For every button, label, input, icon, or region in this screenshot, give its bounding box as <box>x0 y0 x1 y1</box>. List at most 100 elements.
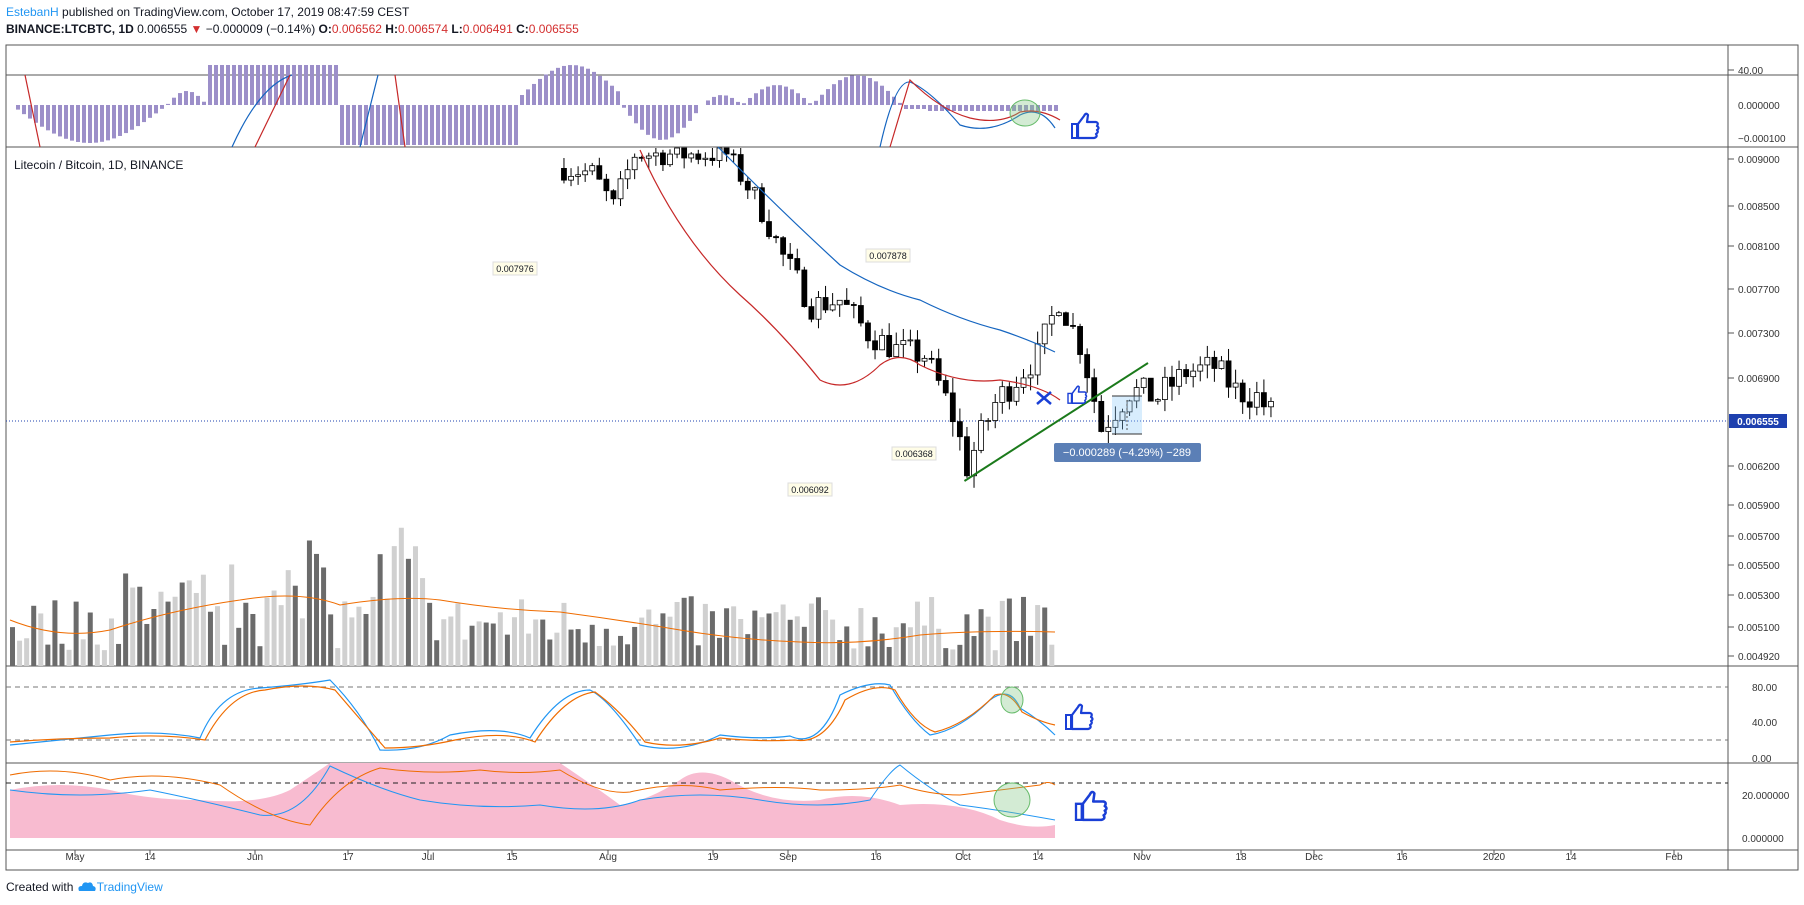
volume-bar <box>731 606 737 666</box>
tradingview-logo[interactable]: TradingView <box>77 880 163 894</box>
candle-body <box>1041 323 1048 345</box>
volume-bar <box>356 606 362 666</box>
volume-bar <box>483 622 489 666</box>
macd-histogram-bar <box>1048 105 1052 111</box>
time-tick-label: 2020 <box>1483 852 1506 863</box>
macd-histogram-bar <box>658 105 662 140</box>
volume-bar <box>236 627 242 666</box>
ema-fast-line <box>639 149 1061 401</box>
candle-body <box>1147 377 1154 402</box>
volume-bar <box>929 597 935 666</box>
thumbs-up-icon-cuff <box>1071 123 1078 139</box>
volume-bar <box>738 619 744 666</box>
volume-bar <box>349 617 355 666</box>
price-annotation-bg <box>865 248 911 263</box>
macd-histogram-bar <box>508 105 512 145</box>
thumbs-up-icon-hand <box>1076 112 1100 140</box>
macd-histogram-bar <box>64 105 68 139</box>
volume-bar <box>561 602 567 666</box>
macd-histogram-bar <box>322 65 326 105</box>
volume-bar <box>957 644 963 666</box>
stoch-k-line <box>9 679 1056 751</box>
macd-histogram-bar <box>178 93 182 105</box>
tradingview-brand: TradingView <box>96 880 163 894</box>
volume-bar <box>745 634 751 666</box>
volume-bar <box>59 643 65 666</box>
candle-body <box>1197 364 1204 372</box>
time-tick-label: Nov <box>1133 852 1151 863</box>
candle-body <box>1098 400 1105 432</box>
candle-body <box>1006 386 1013 402</box>
macd-histogram-bar <box>808 103 812 105</box>
macd-histogram-bar <box>988 105 992 111</box>
adx-pane <box>6 763 1728 838</box>
macd-histogram-bar <box>802 97 806 105</box>
volume-bar <box>285 570 291 666</box>
ohlc-line: BINANCE:LTCBTC, 1D 0.006555 ▼ −0.000009 … <box>6 21 579 38</box>
candle-body <box>1176 369 1182 387</box>
macd-histogram-bar <box>736 101 740 105</box>
volume-bar <box>646 609 652 666</box>
volume-bar <box>667 616 673 666</box>
volume-bar <box>123 573 129 666</box>
author-link[interactable]: EstebanH <box>6 5 59 19</box>
macd-histogram-bar <box>598 75 602 105</box>
volume-bar <box>24 638 30 666</box>
time-tick-label: Sep <box>779 852 797 863</box>
macd-histogram-bar <box>172 97 176 105</box>
macd-histogram-bar <box>130 105 134 130</box>
stoch-tick-label: 80.00 <box>1752 683 1777 694</box>
volume-bar <box>384 598 390 666</box>
macd-histogram-bar <box>952 105 956 111</box>
volume-bar <box>420 578 426 666</box>
volume-bar <box>101 650 107 666</box>
candle-body <box>1126 400 1133 413</box>
macd-histogram-bar <box>622 105 626 108</box>
chart-border <box>5 44 1799 871</box>
macd-histogram-bar <box>394 105 398 145</box>
candle-body <box>914 339 921 362</box>
volume-bar <box>964 614 970 666</box>
volume-bar <box>38 613 44 666</box>
macd-histogram-bar <box>496 105 500 145</box>
symbol-label[interactable]: BINANCE:LTCBTC, 1D <box>6 22 134 36</box>
price-annotation-bg <box>492 261 538 276</box>
volume-bar <box>702 603 708 666</box>
macd-histogram-bar <box>754 93 758 105</box>
thumbs-up-icon-cuff <box>1074 802 1083 822</box>
trendline <box>963 362 1149 482</box>
time-tick-label: 14 <box>1032 852 1044 863</box>
last-price: 0.006555 <box>137 22 188 36</box>
thumbs-up-icon-cuff <box>1067 392 1073 404</box>
volume-bar <box>504 634 510 666</box>
candle-body <box>999 386 1006 403</box>
candle-body <box>992 402 999 421</box>
volume-bar <box>872 617 878 666</box>
macd-histogram-bar <box>280 65 284 105</box>
macd-histogram-bar <box>910 105 914 109</box>
volume-bar <box>837 640 843 666</box>
price-annotation-bg <box>891 446 937 461</box>
macd-tick-label: 40.00 <box>1738 66 1763 77</box>
volume-bar <box>900 623 906 666</box>
macd-line <box>359 74 379 148</box>
volume-bar <box>596 645 602 666</box>
volume-bar <box>533 619 539 666</box>
volume-bar <box>179 582 185 666</box>
candle-body <box>1063 312 1069 326</box>
price-annotation: 0.007878 <box>869 251 907 261</box>
macd-histogram-bar <box>958 105 962 111</box>
macd-histogram-bar <box>376 105 380 145</box>
candle-body <box>900 340 907 345</box>
macd-histogram-bar <box>766 86 770 105</box>
macd-histogram-bar <box>82 105 86 143</box>
time-tick-label: Oct <box>955 852 971 863</box>
volume-bar <box>603 628 609 666</box>
macd-histogram-bar <box>1000 105 1004 111</box>
close-label: C: <box>516 22 529 36</box>
macd-histogram-bar <box>250 65 254 105</box>
candle-body <box>603 178 610 192</box>
measure-label: −0.000289 (−4.29%) −289 <box>1063 447 1191 459</box>
candle-body <box>815 297 822 320</box>
